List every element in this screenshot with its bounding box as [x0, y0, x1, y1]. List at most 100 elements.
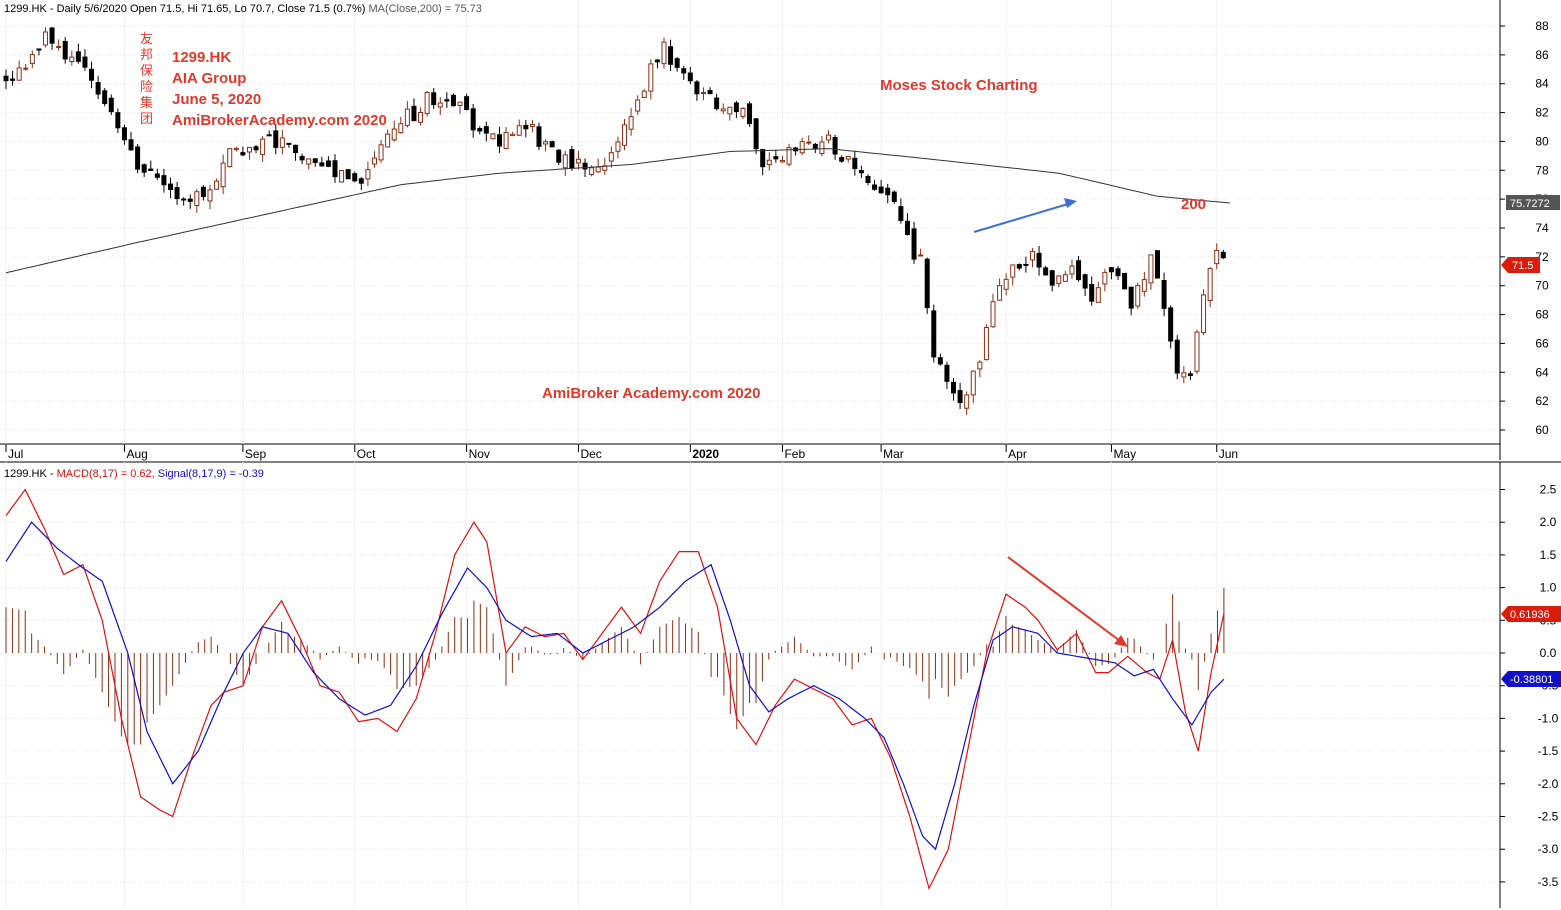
macd-line — [5, 488, 1225, 891]
candle-body — [497, 134, 502, 147]
candle-body — [135, 146, 141, 170]
candle-body — [312, 158, 318, 163]
candle-body — [306, 158, 312, 165]
month-label: Apr — [1008, 447, 1027, 461]
candle-body — [661, 41, 667, 65]
candle-body — [1148, 254, 1154, 284]
candle-body — [431, 92, 437, 106]
candle-body — [556, 149, 562, 163]
price-tick-label: 64 — [1535, 365, 1549, 379]
candle-body — [115, 112, 121, 129]
candle-body — [878, 186, 884, 194]
candle-body — [1076, 260, 1082, 281]
month-label: Feb — [784, 447, 805, 461]
candle-body — [832, 137, 838, 155]
candle-body — [1102, 271, 1108, 285]
candle-body — [246, 146, 252, 153]
candle-body — [470, 108, 476, 131]
candle-body — [957, 390, 963, 404]
candle-body — [674, 58, 680, 68]
candle-body — [608, 152, 614, 162]
candle-body — [1049, 270, 1055, 286]
candle-body — [575, 158, 581, 164]
candle-body — [904, 220, 910, 235]
candle-body — [898, 206, 904, 222]
chinese-char-3: 保 — [140, 64, 153, 79]
candle-body — [997, 285, 1003, 301]
candle-body — [549, 141, 555, 148]
candle-body — [365, 169, 371, 180]
macd-tick-label: -1.0 — [1538, 711, 1559, 725]
candle-body — [503, 132, 509, 150]
macd-tick-label: 2.5 — [1540, 483, 1557, 497]
macd-tick-label: 0.0 — [1540, 646, 1557, 660]
ma-period-note: 200 — [1181, 196, 1206, 213]
candle-body — [970, 370, 976, 396]
candle-body — [36, 48, 42, 51]
site-note: AmiBrokerAcademy.com 2020 — [172, 112, 387, 129]
candlesticks — [3, 26, 1226, 415]
macd-value-tag: 0.61936 — [1501, 606, 1561, 622]
candle-body — [1201, 294, 1207, 334]
macd-tick-label: 1.0 — [1540, 581, 1557, 595]
candle-body — [1089, 284, 1095, 302]
candle-body — [352, 173, 358, 182]
price-tick-label: 82 — [1535, 106, 1549, 120]
candle-body — [424, 91, 430, 114]
candle-body — [510, 133, 516, 137]
candle-body — [937, 357, 943, 365]
candle-body — [181, 198, 187, 201]
price-tick-label: 80 — [1535, 134, 1549, 148]
candle-body — [339, 170, 345, 183]
candle-body — [990, 301, 996, 328]
close-price-text: 71.5 — [1512, 260, 1533, 272]
candle-body — [273, 130, 279, 148]
candle-body — [812, 143, 818, 150]
candle-body — [1003, 278, 1009, 290]
candle-body — [543, 141, 549, 145]
candle-body — [299, 155, 305, 161]
candle-body — [75, 51, 81, 62]
chinese-char-6: 团 — [140, 112, 153, 127]
candle-body — [760, 149, 766, 168]
candle-body — [858, 170, 864, 174]
chinese-name: 友 邦 保 险 集 团 — [140, 31, 153, 127]
candle-body — [391, 128, 397, 141]
ma-label: MA(Close,200) = 75.73 — [368, 3, 481, 15]
month-label: May — [1113, 447, 1136, 461]
candle-body — [385, 133, 391, 148]
candle-body — [174, 187, 180, 200]
macd-value-text: 0.61936 — [1510, 609, 1550, 621]
candle-body — [1095, 287, 1101, 303]
candle-body — [161, 175, 167, 186]
candle-body — [1069, 265, 1075, 275]
candle-body — [786, 147, 792, 165]
company-note: AIA Group — [172, 70, 246, 87]
candle-body — [595, 166, 601, 173]
macd-prefix: 1299.HK - — [4, 468, 57, 480]
candle-body — [885, 187, 891, 196]
candle-body — [983, 326, 989, 361]
candle-body — [1122, 272, 1128, 290]
candle-body — [707, 90, 713, 95]
candle-body — [10, 78, 16, 81]
signal-label: Signal(8,17,9) = -0.39 — [158, 468, 264, 480]
candle-body — [227, 148, 233, 168]
candle-body — [1108, 267, 1114, 273]
candle-body — [523, 124, 529, 130]
candle-body — [720, 108, 726, 112]
price-up-arrow — [973, 198, 1077, 233]
signal-value-tag: -0.38801 — [1501, 671, 1561, 687]
price-tick-label: 66 — [1535, 336, 1549, 350]
candle-body — [714, 97, 720, 110]
brand-note: Moses Stock Charting — [880, 77, 1038, 94]
candle-body — [911, 228, 917, 260]
candle-body — [569, 149, 575, 169]
candle-body — [457, 101, 463, 106]
chinese-char-4: 险 — [140, 80, 153, 95]
candle-body — [371, 157, 377, 165]
candle-body — [1062, 274, 1068, 282]
month-label: Jun — [1219, 447, 1238, 461]
candle-body — [747, 103, 753, 125]
